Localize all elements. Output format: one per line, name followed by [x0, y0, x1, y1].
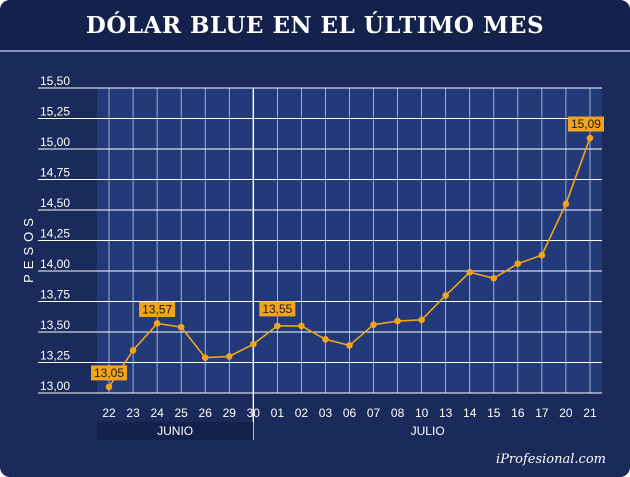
data-point	[466, 268, 474, 276]
chart-title: DÓLAR BLUE EN EL ÚLTIMO MES	[85, 11, 545, 39]
brand-logo: iProfesional.com	[496, 452, 606, 467]
data-point	[298, 322, 305, 330]
data-point	[225, 353, 233, 360]
data-point	[586, 134, 594, 142]
value-callout-label: 13,55	[262, 302, 292, 316]
x-tick-label: 01	[271, 406, 285, 420]
x-tick-label: 07	[367, 406, 381, 420]
data-point	[346, 342, 353, 349]
data-point	[394, 317, 401, 325]
x-tick-label: 15	[487, 406, 501, 420]
y-tick-label: 13,25	[40, 349, 70, 363]
value-callout-box	[139, 301, 176, 317]
y-tick-label: 13,00	[40, 379, 70, 393]
value-callout-label: 13,57	[142, 302, 172, 316]
x-tick-label: 22	[102, 406, 116, 420]
x-tick-label: 06	[343, 406, 357, 420]
x-tick-label: 14	[463, 406, 477, 420]
y-tick-label: 14,00	[40, 257, 70, 271]
y-tick-label: 13,50	[40, 318, 70, 332]
month-label: JUNIO	[157, 424, 193, 438]
y-tick-label: 14,50	[40, 196, 70, 210]
data-point	[370, 321, 377, 328]
data-point	[153, 320, 161, 327]
x-tick-label: 23	[126, 406, 140, 420]
value-callout-label: 13,05	[94, 366, 124, 380]
y-axis-title: PESOS	[21, 213, 36, 283]
data-point	[442, 292, 449, 299]
x-tick-label: 16	[511, 406, 525, 420]
title-divider	[0, 50, 630, 52]
y-tick-label: 15,25	[40, 105, 70, 119]
month-band	[97, 422, 254, 440]
value-callout-box	[259, 301, 296, 317]
data-point	[274, 322, 281, 330]
data-point	[105, 383, 113, 391]
data-point	[201, 354, 209, 361]
data-point	[490, 275, 498, 282]
x-tick-label: 21	[583, 406, 597, 420]
value-callout-box	[91, 365, 128, 381]
value-callout-label: 15,09	[571, 117, 601, 131]
y-tick-label: 13,75	[40, 288, 70, 302]
month-label: JULIO	[411, 424, 445, 438]
data-point	[129, 347, 137, 354]
x-tick-label: 02	[295, 406, 309, 420]
data-point	[250, 340, 257, 348]
x-tick-label: 08	[391, 406, 405, 420]
data-point	[418, 316, 425, 324]
x-tick-label: 25	[174, 406, 188, 420]
x-tick-label: 29	[223, 406, 237, 420]
data-point	[177, 323, 185, 331]
data-point	[538, 251, 546, 259]
x-tick-label: 13	[439, 406, 453, 420]
y-tick-label: 14,25	[40, 227, 70, 241]
x-tick-label: 26	[199, 406, 213, 420]
x-tick-label: 20	[559, 406, 573, 420]
data-point	[562, 200, 570, 208]
x-tick-label: 24	[150, 406, 164, 420]
x-tick-label: 03	[319, 406, 333, 420]
x-tick-label: 10	[415, 406, 429, 420]
x-tick-label: 30	[247, 406, 261, 420]
title-bar: DÓLAR BLUE EN EL ÚLTIMO MES	[0, 0, 630, 50]
value-callout-box	[567, 116, 604, 132]
y-tick-label: 15,00	[40, 135, 70, 149]
x-tick-label: 17	[535, 406, 549, 420]
data-point	[322, 336, 329, 343]
data-point	[514, 260, 522, 267]
y-tick-label: 15,50	[40, 74, 70, 88]
y-tick-label: 14,75	[40, 166, 70, 180]
